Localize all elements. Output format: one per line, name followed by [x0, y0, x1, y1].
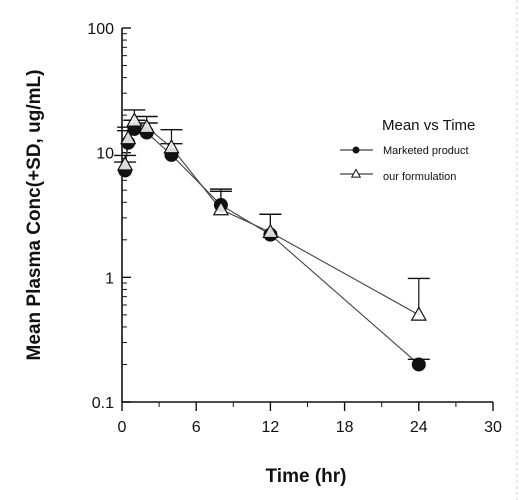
data-point-formulation [262, 223, 279, 239]
x-tick-label: 18 [336, 419, 354, 436]
axes-layer: 0.1 1 10 100 0 6 12 18 24 30 [87, 21, 502, 436]
x-tick-label: 12 [262, 419, 280, 436]
data-point-formulation [212, 200, 230, 216]
series-layer [114, 109, 430, 372]
x-tick-label: 24 [410, 419, 428, 436]
x-axis-title: Time (hr) [266, 466, 347, 487]
y-tick-label: 0.1 [92, 395, 114, 412]
legend-title: Mean vs Time [382, 117, 475, 134]
data-point-marketed [411, 357, 426, 372]
data-point-formulation [120, 129, 137, 145]
x-tick-label: 6 [192, 419, 201, 436]
legend-label-marketed: Marketed product [383, 145, 469, 157]
data-point-formulation [138, 118, 155, 134]
data-point-formulation [410, 306, 427, 321]
legend-label-formulation: our formulation [383, 171, 456, 183]
legend-marker-marketed [352, 146, 360, 154]
y-tick-label: 10 [96, 146, 114, 163]
x-tick-label: 0 [118, 419, 127, 436]
series-line-marketed [124, 128, 420, 365]
data-point-formulation [116, 156, 134, 171]
y-tick-label: 1 [105, 270, 114, 287]
data-point-formulation [126, 112, 143, 127]
y-tick-label: 100 [87, 21, 114, 38]
legend: Mean vs Time Marketed product our formulat… [340, 117, 475, 183]
data-point-formulation [163, 138, 180, 154]
x-tick-label: 30 [484, 419, 502, 436]
legend-marker-formulation [350, 168, 362, 178]
y-axis-title: Mean Plasma Conc(+SD, ug/mL) [24, 70, 45, 361]
